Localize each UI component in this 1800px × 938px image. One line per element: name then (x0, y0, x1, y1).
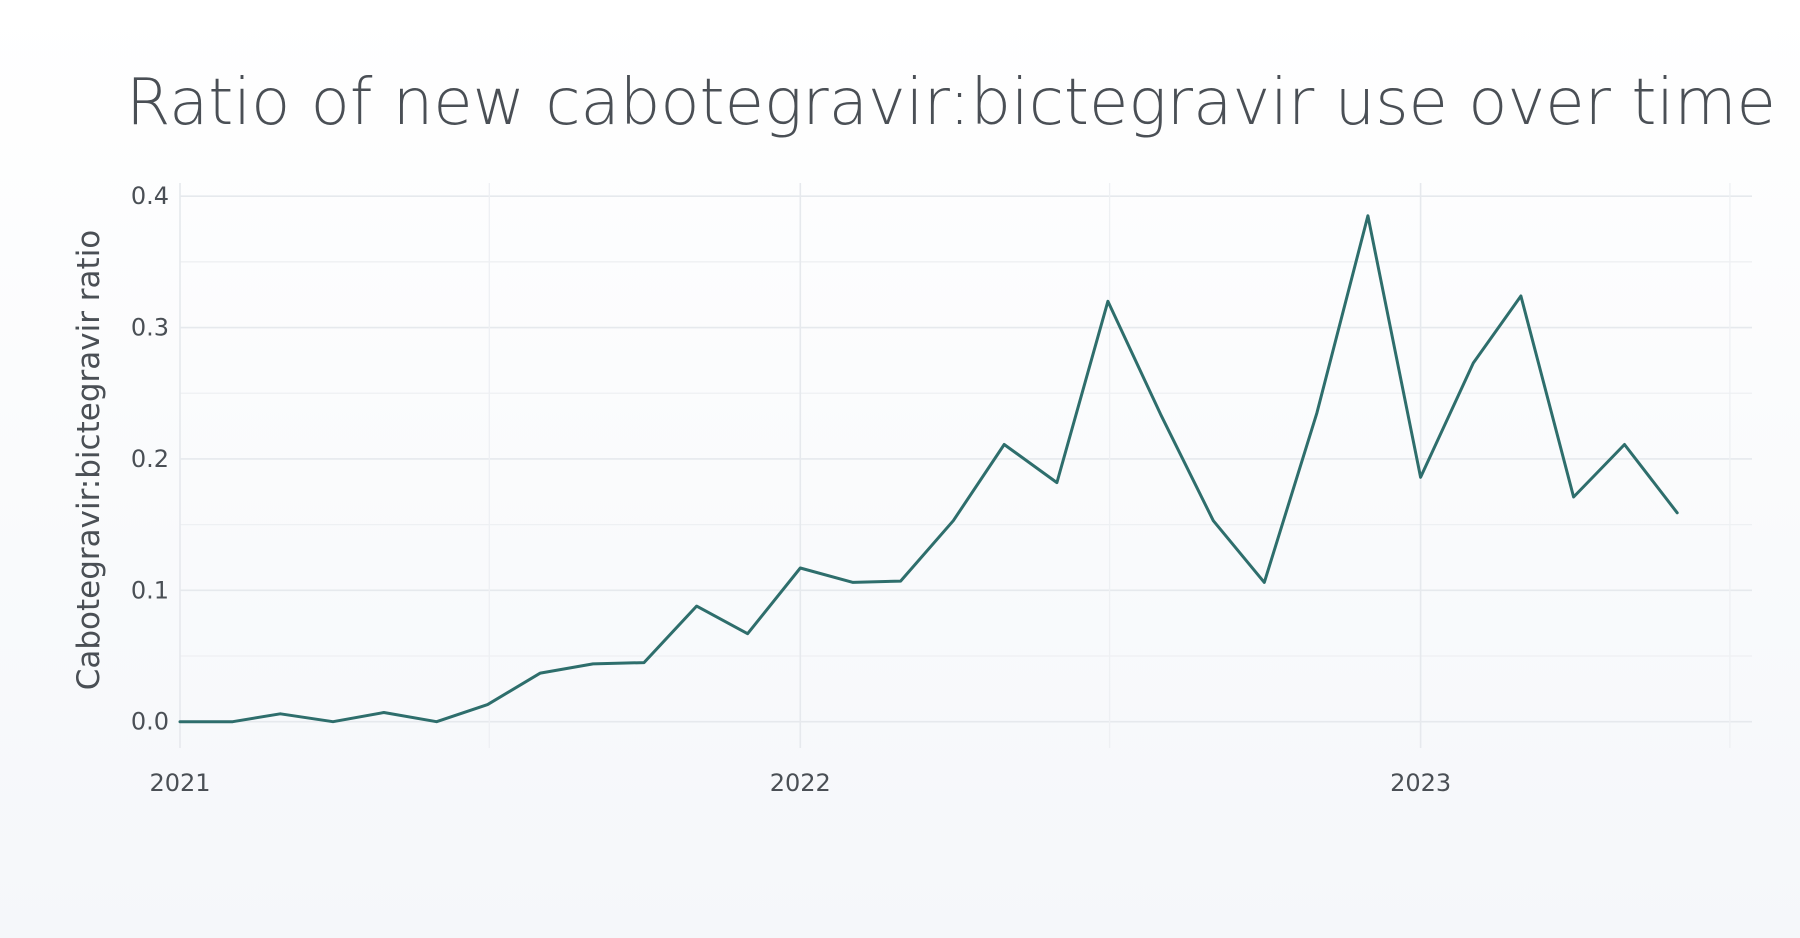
data-point (382, 711, 386, 715)
data-point (1471, 361, 1475, 365)
data-point (899, 579, 903, 583)
y-tick-label: 0.2 (131, 445, 169, 473)
data-point (851, 580, 855, 584)
chart-title: Ratio of new cabotegravir:bictegravir us… (126, 66, 1776, 140)
x-tick-label: 2022 (770, 769, 831, 797)
data-point (951, 519, 955, 523)
series-group (178, 214, 1679, 724)
data-point (231, 720, 235, 724)
data-point (331, 720, 335, 724)
data-point (1419, 475, 1423, 479)
data-point (798, 566, 802, 570)
data-point (435, 720, 439, 724)
x-tick-label: 2023 (1390, 769, 1451, 797)
y-tick-label: 0.3 (131, 314, 169, 342)
data-point (278, 712, 282, 716)
data-point (1159, 412, 1163, 416)
data-point (1572, 495, 1576, 499)
x-tick-label: 2021 (149, 769, 210, 797)
data-point (591, 662, 595, 666)
data-point (695, 604, 699, 608)
data-point (1315, 411, 1319, 415)
data-point (1055, 481, 1059, 485)
data-point (1211, 519, 1215, 523)
data-point (1519, 294, 1523, 298)
y-axis-ticks: 0.0 0.1 0.2 0.3 0.4 (131, 182, 169, 736)
data-point (1623, 442, 1627, 446)
data-point (1366, 214, 1370, 218)
data-point (1002, 442, 1006, 446)
x-axis-ticks: 2021 2022 2023 (149, 769, 1451, 797)
data-point (178, 720, 182, 724)
data-point (1262, 580, 1266, 584)
data-point (1675, 511, 1679, 515)
data-point (486, 703, 490, 707)
series-line (178, 214, 1679, 724)
y-tick-label: 0.1 (131, 576, 169, 604)
gridlines (179, 183, 1752, 748)
y-tick-label: 0.0 (131, 708, 169, 736)
y-axis-title: Cabotegravir:bictegravir ratio (71, 230, 107, 691)
data-point (1106, 299, 1110, 303)
data-point (538, 671, 542, 675)
data-point (746, 632, 750, 636)
data-point (642, 661, 646, 665)
y-tick-label: 0.4 (131, 182, 169, 210)
